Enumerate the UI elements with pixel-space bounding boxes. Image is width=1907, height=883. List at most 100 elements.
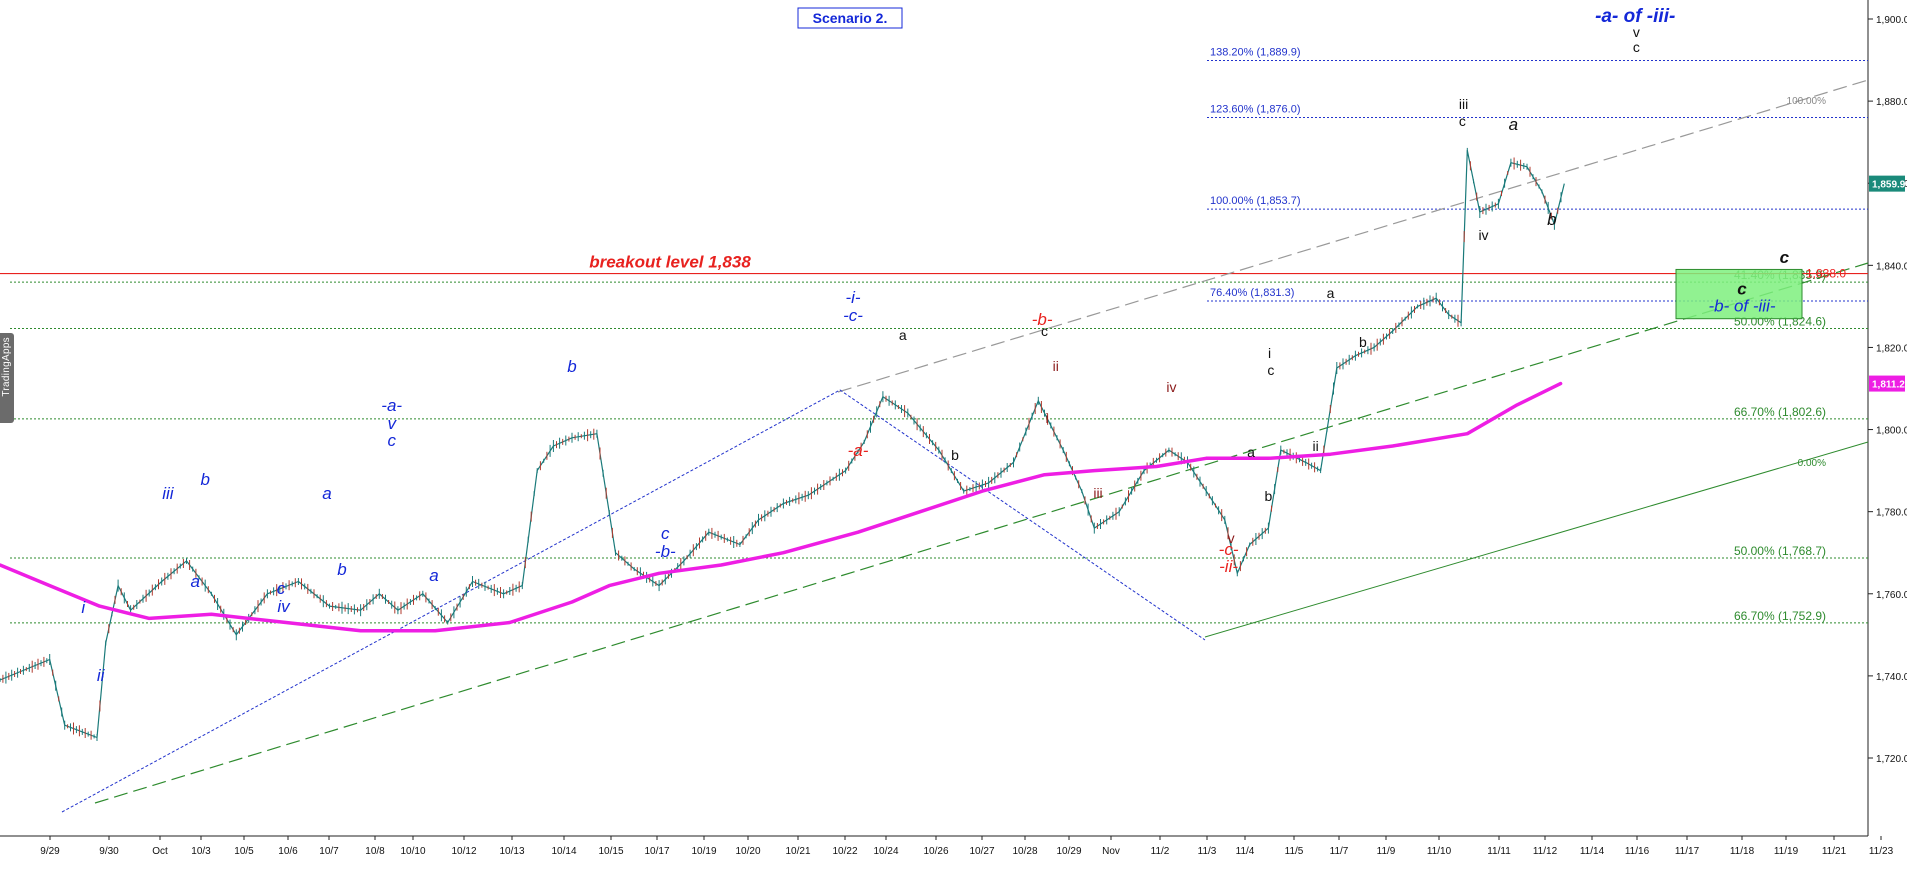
wave-label: ii bbox=[97, 666, 106, 685]
wave-label: -a- bbox=[848, 441, 869, 460]
x-tick-label: 10/22 bbox=[832, 846, 857, 857]
wave-label: c bbox=[661, 524, 670, 543]
wave-label: -a- of -iii- bbox=[1595, 6, 1675, 27]
x-tick-label: 11/21 bbox=[1822, 846, 1847, 857]
x-tick-label: 10/5 bbox=[234, 846, 254, 857]
x-tick-label: 10/10 bbox=[400, 846, 425, 857]
x-tick-label: 10/8 bbox=[365, 846, 385, 857]
wave-label: a bbox=[1327, 285, 1335, 301]
hidden-price-label: 1,838.0 bbox=[1806, 267, 1846, 281]
wave-label: i bbox=[81, 598, 86, 617]
wave-label: -c- bbox=[843, 306, 863, 325]
y-tick-label: 1,780.0 bbox=[1876, 508, 1907, 519]
channel-upper-grey bbox=[837, 79, 1869, 393]
wave-label: c bbox=[1267, 362, 1274, 378]
price-line bbox=[0, 149, 1565, 739]
wave-label: i bbox=[1268, 345, 1271, 361]
wave-label: -i- bbox=[845, 288, 860, 307]
fib-level-label: 138.20% (1,889.9) bbox=[1210, 46, 1301, 58]
x-tick-label: 10/13 bbox=[499, 846, 524, 857]
wave-label: -a- bbox=[381, 396, 402, 415]
wave-label: a bbox=[429, 566, 438, 585]
x-tick-label: 10/17 bbox=[644, 846, 669, 857]
last-price-label: 1,859.9 bbox=[1872, 180, 1906, 191]
y-tick-label: 1,840.0 bbox=[1876, 261, 1907, 272]
x-tick-label: 11/23 bbox=[1869, 846, 1894, 857]
x-tick-label: 10/19 bbox=[691, 846, 716, 857]
x-tick-label: 11/7 bbox=[1330, 846, 1349, 857]
moving-average-line bbox=[0, 381, 1563, 633]
x-tick-label: 11/12 bbox=[1533, 846, 1558, 857]
wave-label: a bbox=[322, 484, 331, 503]
y-tick-label: 1,880.0 bbox=[1876, 97, 1907, 108]
wave-dotted-line bbox=[61, 389, 1206, 813]
wave-label: ii bbox=[1312, 438, 1318, 454]
x-tick-label: 11/5 bbox=[1285, 846, 1304, 857]
fib-level-label: 66.70% (1,752.9) bbox=[1734, 609, 1826, 623]
wave-label: c bbox=[277, 579, 286, 598]
x-tick-label: 11/17 bbox=[1675, 846, 1700, 857]
wave-label: -ii- bbox=[1219, 557, 1238, 576]
wave-label: b bbox=[200, 470, 209, 489]
x-tick-label: 11/10 bbox=[1427, 846, 1452, 857]
ma-price-label: 1,811.2 bbox=[1872, 380, 1905, 391]
wave-label: b bbox=[1265, 488, 1273, 504]
x-tick-label: 10/3 bbox=[191, 846, 211, 857]
x-tick-label: 11/19 bbox=[1774, 846, 1799, 857]
channel-solid-line bbox=[1204, 441, 1869, 638]
wave-label: a bbox=[899, 327, 907, 343]
wave-label: -b- bbox=[1032, 310, 1053, 329]
x-tick-label: 9/30 bbox=[99, 846, 119, 857]
wave-label: c bbox=[387, 431, 396, 450]
x-tick-label: 10/29 bbox=[1056, 846, 1081, 857]
watermark-badge: TradingApps bbox=[0, 333, 14, 423]
y-tick-label: 1,820.0 bbox=[1876, 343, 1907, 354]
wave-label: b bbox=[567, 357, 576, 376]
x-tick-label: Oct bbox=[152, 846, 168, 857]
wave-label: c bbox=[1459, 113, 1466, 129]
wave-label: -c- bbox=[1219, 540, 1239, 559]
wave-label: b bbox=[951, 447, 959, 463]
x-tick-label: 11/11 bbox=[1487, 846, 1511, 857]
wave-label: a bbox=[190, 572, 199, 591]
target-zone-sub: -b- of -iii- bbox=[1708, 296, 1775, 315]
y-tick-label: 1,720.0 bbox=[1876, 754, 1907, 765]
wave-label: v bbox=[1228, 530, 1235, 546]
y-tick-label: 1,740.0 bbox=[1876, 672, 1907, 683]
wave-label: a bbox=[1247, 444, 1255, 460]
channel-bottom-label: 0.00% bbox=[1798, 458, 1826, 469]
wave-label: b bbox=[337, 560, 346, 579]
x-tick-label: 11/14 bbox=[1580, 846, 1605, 857]
wave-label: iii bbox=[1093, 485, 1102, 501]
wave-label: c bbox=[1780, 248, 1790, 267]
wave-label: c bbox=[1633, 39, 1640, 55]
channel-lower-dashed bbox=[94, 262, 1869, 804]
wave-label: a bbox=[1509, 115, 1518, 134]
x-tick-label: 10/20 bbox=[735, 846, 760, 857]
wave-label: c bbox=[1041, 323, 1048, 339]
x-tick-label: 10/24 bbox=[873, 846, 898, 857]
x-tick-label: 9/29 bbox=[40, 846, 60, 857]
x-tick-label: 10/27 bbox=[969, 846, 994, 857]
x-tick-label: 11/16 bbox=[1625, 846, 1650, 857]
fib-level-label: 100.00% (1,853.7) bbox=[1210, 195, 1301, 207]
title-box bbox=[797, 7, 903, 29]
x-tick-label: 11/4 bbox=[1236, 846, 1255, 857]
wave-label: iv bbox=[1478, 227, 1488, 243]
wave-label: b bbox=[1359, 334, 1367, 350]
wave-label: -b- bbox=[655, 542, 676, 561]
x-tick-label: 11/2 bbox=[1151, 846, 1170, 857]
x-tick-label: 10/28 bbox=[1012, 846, 1037, 857]
y-tick-label: 1,800.0 bbox=[1876, 426, 1907, 437]
channel-top-label: 100.00% bbox=[1787, 96, 1827, 107]
x-tick-label: 10/15 bbox=[598, 846, 623, 857]
fib-level-label: 76.40% (1,831.3) bbox=[1210, 287, 1294, 299]
target-zone-box bbox=[1675, 268, 1803, 320]
fib-level-label: 50.00% (1,768.7) bbox=[1734, 544, 1826, 558]
wave-label: iii bbox=[162, 484, 175, 503]
x-tick-label: 11/3 bbox=[1198, 846, 1217, 857]
wave-label: b bbox=[1547, 210, 1556, 229]
wave-label: ii bbox=[1053, 358, 1059, 374]
